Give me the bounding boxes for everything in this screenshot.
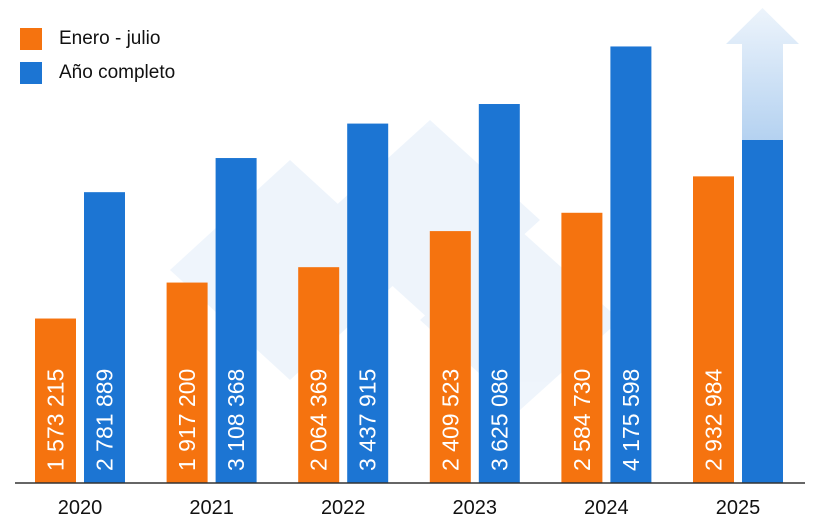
bar-ano-completo-2022: [347, 123, 389, 484]
legend-label: Enero - julio: [59, 28, 161, 49]
data-label: 2 409 523: [437, 369, 463, 471]
data-label: 1 573 215: [43, 369, 69, 471]
legend: Enero - julio Año completo: [20, 22, 175, 90]
bar-enero-julio-2022: [298, 267, 340, 483]
x-tick-label: 2025: [716, 497, 761, 519]
bar-ano-completo-2024: [610, 46, 652, 484]
x-tick-label: 2022: [321, 497, 366, 519]
data-label: 1 917 200: [174, 369, 200, 471]
bar-ano-completo-2021: [215, 158, 257, 484]
legend-swatch: [20, 28, 42, 50]
data-label: 3 437 915: [355, 369, 381, 471]
bar-enero-julio-2025: [693, 176, 734, 483]
bar-enero-julio-2024: [561, 212, 603, 483]
legend-item-ano-completo: Año completo: [20, 56, 175, 90]
legend-label: Año completo: [59, 62, 176, 83]
legend-swatch: [20, 62, 42, 84]
projection-arrow-body: [742, 140, 783, 483]
bar-enero-julio-2020: [35, 318, 76, 483]
data-label: 3 108 368: [223, 369, 249, 471]
data-label: 2 584 730: [569, 369, 595, 471]
bar-enero-julio-2021: [166, 282, 208, 483]
x-tick-label: 2020: [58, 497, 103, 519]
legend-item-enero-julio: Enero - julio: [20, 22, 175, 56]
x-tick-label: 2021: [189, 497, 234, 519]
bar-enero-julio-2023: [429, 231, 471, 483]
data-label: 3 625 086: [486, 369, 512, 471]
data-label: 2 932 984: [701, 368, 727, 471]
data-label: 2 781 889: [92, 369, 118, 471]
data-label: 4 175 598: [618, 369, 644, 471]
data-label: 2 064 369: [306, 369, 332, 471]
bar-ano-completo-2020: [84, 192, 125, 484]
bar-ano-completo-2023: [478, 104, 520, 483]
x-tick-label: 2023: [453, 497, 498, 519]
x-tick-label: 2024: [584, 497, 629, 519]
